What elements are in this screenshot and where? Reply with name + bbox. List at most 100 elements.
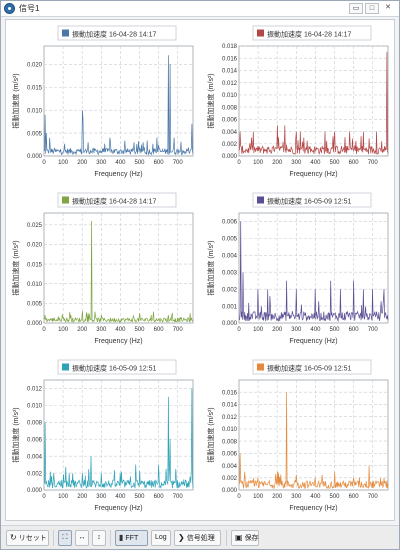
x-tick-label: 400: [115, 494, 126, 500]
x-axis-label: Frequency (Hz): [289, 505, 337, 512]
fit-icon: ⛶: [62, 534, 68, 541]
y-tick-label: 0.000: [27, 488, 43, 494]
signal-processing-button[interactable]: ❯ 信号処理: [174, 530, 221, 546]
x-tick-label: 600: [349, 327, 360, 333]
y-tick-label: 0.006: [222, 452, 238, 458]
y-tick-label: 0.014: [222, 69, 238, 75]
y-tick-label: 0.006: [222, 220, 238, 226]
legend-label: 振動加速度 16-05-09 12:51: [72, 364, 157, 373]
legend-label: 振動加速度 16-04-28 14:17: [267, 30, 352, 39]
y-tick-label: 0.002: [222, 142, 238, 148]
y-tick-label: 0.008: [27, 421, 43, 427]
x-axis-label: Frequency (Hz): [94, 338, 142, 345]
fft-button[interactable]: ▮ FFT: [115, 530, 148, 546]
legend-box: [57, 25, 177, 41]
x-axis-label: Frequency (Hz): [94, 505, 142, 512]
chart-panel: 振動加速度 16-05-09 12:51 0.000 0.001 0.002 0.003…: [206, 192, 389, 345]
bottom-toolbar: ↻ リセット ⛶ ↔ ↕ ▮ FFT Log ❯ 信号処理 ▣ 保存: [1, 525, 399, 549]
legend-box: [57, 192, 177, 208]
toolbar-separator: [110, 530, 111, 546]
reset-button[interactable]: ↻ リセット: [6, 530, 49, 546]
x-tick-label: 200: [272, 160, 283, 166]
y-tick-label: 0.005: [27, 302, 43, 308]
chart-panel: 振動加速度 16-05-09 12:51 0.000 0.002 0.004 0.006…: [11, 359, 194, 512]
y-tick-label: 0.025: [27, 223, 43, 229]
x-tick-label: 700: [368, 160, 379, 166]
legend-swatch: [257, 196, 264, 204]
y-tick-label: 0.006: [222, 118, 238, 124]
y-tick-label: 0.015: [27, 262, 43, 268]
y-tick-label: 0.004: [222, 464, 238, 470]
vertical-zoom-icon: ↕: [97, 534, 101, 541]
x-tick-label: 0: [237, 327, 241, 333]
save-button[interactable]: ▣ 保存: [231, 530, 259, 546]
y-tick-label: 0.016: [222, 390, 238, 396]
reset-label: リセット: [18, 534, 47, 542]
minimize-icon: ▭: [352, 5, 360, 12]
x-tick-label: 700: [173, 160, 184, 166]
horizontal-zoom-icon: ↔: [78, 534, 86, 541]
fit-button[interactable]: ⛶: [58, 530, 72, 546]
close-button[interactable]: ✕: [381, 3, 395, 14]
minimize-button[interactable]: ▭: [349, 3, 363, 14]
toolbar-separator: [53, 530, 54, 546]
y-tick-label: 0.004: [222, 254, 238, 260]
restore-button[interactable]: □: [365, 3, 379, 14]
x-tick-label: 700: [368, 327, 379, 333]
y-tick-label: 0.002: [222, 476, 238, 482]
window-title: 信号1: [19, 4, 40, 13]
x-tick-label: 300: [96, 160, 107, 166]
chevron-right-icon: ❯: [178, 533, 185, 542]
y-tick-label: 0.000: [27, 321, 43, 327]
x-tick-label: 400: [115, 327, 126, 333]
x-tick-label: 500: [330, 327, 341, 333]
close-icon: ✕: [385, 4, 391, 11]
x-tick-label: 100: [253, 160, 264, 166]
x-tick-label: 600: [154, 494, 165, 500]
legend-label: 振動加速度 16-04-28 14:17: [72, 197, 157, 206]
y-tick-label: 0.015: [27, 85, 43, 91]
legend-swatch: [257, 29, 264, 37]
legend-swatch: [62, 29, 69, 37]
y-tick-label: 0.000: [27, 154, 43, 160]
restore-icon: □: [369, 5, 375, 12]
legend-swatch: [62, 363, 69, 371]
y-axis-label: 振動加速度 (m/s²): [11, 240, 20, 295]
legend-box: [252, 359, 372, 375]
horizontal-zoom-button[interactable]: ↔: [75, 530, 89, 546]
x-tick-label: 0: [42, 327, 46, 333]
spectrum-series: [238, 221, 389, 323]
x-tick-label: 100: [58, 494, 69, 500]
y-tick-label: 0.000: [222, 321, 238, 327]
x-tick-label: 400: [115, 160, 126, 166]
y-axis-label: 振動加速度 (m/s²): [206, 73, 215, 128]
x-tick-label: 100: [58, 160, 69, 166]
y-tick-label: 0.010: [27, 404, 43, 410]
vertical-zoom-button[interactable]: ↕: [92, 530, 106, 546]
log-button[interactable]: Log: [151, 530, 171, 546]
y-tick-label: 0.001: [222, 304, 238, 310]
x-tick-label: 200: [272, 494, 283, 500]
chart-panel: 振動加速度 16-04-28 14:17 0.000 0.005 0.010 0.015…: [11, 192, 194, 345]
x-tick-label: 200: [77, 160, 88, 166]
chart-panel: 振動加速度 16-04-28 14:17 0.000 0.002 0.004 0.006…: [206, 25, 389, 178]
y-tick-label: 0.010: [222, 93, 238, 99]
y-tick-label: 0.018: [222, 44, 238, 50]
y-tick-label: 0.012: [27, 387, 43, 393]
x-tick-label: 600: [154, 160, 165, 166]
legend-swatch: [62, 196, 69, 204]
x-tick-label: 200: [77, 494, 88, 500]
x-tick-label: 300: [291, 494, 302, 500]
title-bar: 信号1 ▭ □ ✕: [1, 1, 399, 17]
app-icon: [4, 3, 15, 14]
signal-processing-label: 信号処理: [186, 534, 215, 542]
y-axis-label: 振動加速度 (m/s²): [206, 240, 215, 295]
x-tick-label: 0: [42, 494, 46, 500]
x-tick-label: 500: [330, 494, 341, 500]
y-tick-label: 0.012: [222, 81, 238, 87]
x-tick-label: 300: [291, 327, 302, 333]
x-tick-label: 300: [291, 160, 302, 166]
x-tick-label: 200: [77, 327, 88, 333]
fft-label: FFT: [125, 534, 139, 542]
